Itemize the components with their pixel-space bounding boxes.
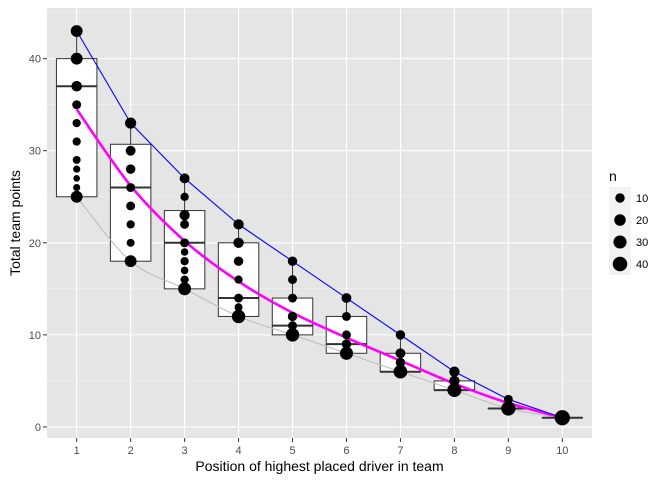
data-point [180,275,189,284]
y-tick-label: 0 [35,422,41,434]
data-point [339,346,354,360]
legend-symbol [615,193,625,203]
trend-lines [75,30,563,419]
data-point [287,311,298,322]
y-axis-title: Total team points [7,170,23,276]
data-point [449,375,460,387]
y-tick-label: 20 [29,238,41,250]
trend-line [76,196,563,419]
x-tick-label: 9 [505,445,511,457]
data-point [341,293,352,304]
y-tick-label: 30 [29,146,41,158]
data-point [71,80,82,92]
legend-symbol [614,214,626,226]
legend-symbol [612,256,628,272]
x-tick-label: 8 [451,445,457,457]
data-point [501,401,516,416]
data-point [554,410,570,426]
data-point [180,219,190,229]
data-point [395,357,406,368]
data-point [70,52,83,65]
legend-label: 30 [636,237,648,249]
x-tick-label: 2 [128,445,134,457]
data-point [180,248,189,256]
data-point [70,190,83,203]
data-point [126,220,135,229]
data-point [180,266,189,275]
y-tick-label: 10 [29,330,41,342]
data-point [179,209,190,221]
data-point [288,275,297,285]
x-tick-label: 4 [235,445,241,457]
data-point [126,201,136,211]
x-tick-label: 1 [74,445,80,457]
data-point [393,364,408,379]
data-point [73,183,81,192]
y-axis: 0 10 20 30 40 [29,54,47,434]
x-axis-title: Position of highest placed driver in tea… [195,458,443,474]
x-axis: 1 2 3 4 5 6 7 8 9 10 [74,438,568,457]
data-point [231,309,246,324]
x-tick-label: 10 [556,445,568,457]
y-tick-label: 40 [29,54,41,66]
data-point [288,321,297,331]
data-point [449,366,460,377]
data-point [72,155,81,164]
data-point [126,238,135,247]
legend-title: n [609,168,617,184]
data-point [233,219,244,230]
trend-line [75,108,563,419]
data-point [178,282,192,296]
data-point [285,328,300,342]
data-point [125,117,137,129]
legend-symbol [613,235,627,249]
data-point [234,303,243,312]
data-points [70,25,570,426]
x-tick-label: 7 [397,445,403,457]
data-point [233,256,244,266]
data-point [72,137,81,146]
data-point [288,293,297,303]
data-point [287,256,298,266]
x-tick-label: 5 [289,445,295,457]
data-point [70,25,83,37]
data-point [180,257,189,266]
data-point [125,145,136,156]
data-point [125,164,136,174]
legend-label: 10 [636,193,648,205]
data-point [447,383,462,398]
data-point [72,100,82,110]
legend-label: 40 [636,259,648,271]
data-point [234,275,243,284]
data-point [73,165,81,173]
data-point [234,293,244,303]
trend-line [76,30,563,419]
x-tick-label: 3 [182,445,188,457]
data-point [180,238,190,248]
data-point [395,348,406,359]
data-point [179,173,190,184]
data-point [72,118,81,128]
legend-label: 20 [636,215,648,227]
data-point [395,330,406,340]
legend: n 10 20 30 40 [609,168,648,275]
data-point [342,312,351,321]
data-point [503,394,513,404]
data-point [342,330,351,340]
data-point [124,255,137,268]
data-point [180,192,189,201]
data-point [126,183,136,193]
data-point [233,237,244,248]
data-point [73,175,81,182]
data-point [341,339,352,349]
x-tick-label: 6 [343,445,349,457]
